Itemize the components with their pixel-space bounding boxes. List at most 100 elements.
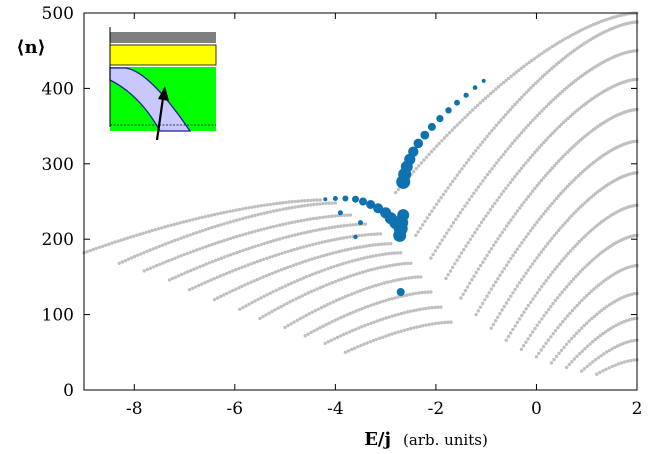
background-point	[101, 244, 105, 248]
background-point	[348, 274, 353, 278]
background-point	[462, 247, 466, 252]
background-point	[474, 312, 478, 317]
background-point	[458, 211, 462, 215]
background-point	[535, 323, 539, 327]
background-point	[468, 281, 472, 285]
background-point	[276, 306, 280, 310]
background-point	[331, 251, 335, 255]
background-point	[478, 101, 483, 105]
background-point	[535, 55, 539, 59]
background-point	[460, 207, 465, 212]
background-point	[356, 257, 360, 262]
background-point	[459, 296, 463, 300]
background-point	[282, 266, 287, 271]
background-point	[252, 279, 256, 283]
background-point	[384, 316, 388, 320]
background-point	[315, 327, 319, 331]
background-point	[562, 287, 567, 292]
background-point	[353, 346, 357, 350]
background-point	[616, 362, 621, 366]
background-point	[364, 286, 369, 291]
background-point	[371, 338, 376, 343]
background-point	[244, 232, 248, 236]
background-point	[502, 227, 507, 231]
background-point	[285, 265, 290, 270]
background-point	[258, 258, 263, 263]
background-point	[515, 247, 520, 251]
background-point	[557, 228, 561, 232]
background-point	[576, 140, 580, 144]
background-point	[417, 291, 421, 295]
background-point	[365, 255, 369, 259]
background-point	[329, 338, 334, 342]
background-point	[295, 278, 300, 283]
background-point	[539, 143, 544, 147]
background-point	[253, 229, 257, 233]
background-point	[318, 285, 322, 290]
background-point	[597, 283, 601, 287]
background-point	[186, 270, 190, 274]
background-point	[249, 262, 253, 266]
background-point	[170, 257, 174, 262]
background-point	[541, 212, 546, 216]
background-point	[169, 223, 173, 227]
background-point	[139, 252, 143, 256]
background-point	[274, 288, 278, 292]
background-point	[502, 189, 506, 193]
background-point	[222, 210, 226, 215]
y-tick-label: 0	[63, 381, 74, 401]
background-point	[213, 225, 217, 229]
background-point	[601, 369, 605, 373]
background-point	[535, 113, 539, 118]
background-point	[298, 277, 303, 281]
background-point	[546, 241, 550, 246]
background-point	[148, 248, 152, 252]
background-point	[465, 285, 470, 289]
background-point	[481, 98, 485, 103]
background-point	[417, 307, 422, 312]
background-point	[473, 230, 477, 235]
background-point	[418, 324, 422, 329]
background-point	[330, 201, 334, 205]
background-point	[333, 201, 338, 205]
background-point	[494, 123, 499, 128]
background-point	[322, 253, 326, 258]
highlight-point	[337, 210, 343, 216]
background-point	[560, 259, 564, 263]
background-point	[596, 20, 601, 25]
background-point	[304, 259, 308, 263]
background-point	[559, 226, 563, 230]
background-point	[494, 161, 499, 165]
background-point	[265, 226, 270, 230]
background-point	[459, 251, 464, 255]
background-point	[486, 211, 490, 215]
background-point	[533, 326, 537, 331]
background-point	[302, 204, 307, 208]
background-point	[315, 198, 319, 202]
background-point	[376, 242, 381, 247]
background-point	[455, 173, 459, 177]
background-point	[366, 268, 371, 273]
background-point	[430, 306, 434, 310]
background-point	[446, 273, 450, 277]
background-point	[203, 215, 207, 219]
background-point	[247, 302, 251, 306]
background-point	[472, 274, 476, 278]
background-point	[288, 300, 292, 304]
background-point	[574, 274, 578, 279]
background-point	[541, 247, 546, 251]
background-point	[565, 86, 569, 90]
background-point	[309, 289, 313, 294]
background-point	[470, 194, 474, 199]
background-point	[561, 154, 565, 159]
background-point	[499, 192, 504, 196]
background-point	[281, 222, 285, 227]
background-point	[625, 294, 629, 298]
background-point	[229, 253, 233, 257]
background-point	[384, 298, 388, 303]
background-point	[632, 292, 637, 296]
inset-gray-band	[110, 32, 216, 43]
background-point	[206, 214, 211, 218]
background-point	[440, 238, 444, 242]
background-point	[565, 285, 569, 289]
